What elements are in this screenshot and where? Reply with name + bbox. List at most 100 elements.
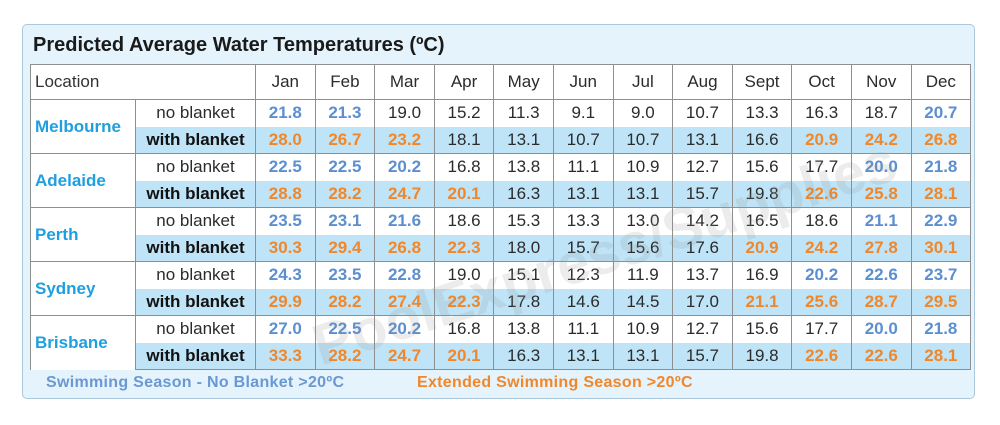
month-header: Apr [433,64,495,100]
temperature-cell: 18.7 [850,99,912,127]
temperature-cell: 15.7 [672,342,733,370]
temperature-cell: 23.7 [910,261,972,289]
temperature-cell: 26.7 [314,126,376,154]
temperature-cell: 28.1 [910,180,972,208]
page-title: Predicted Average Water Temperatures (ºC… [33,34,445,56]
month-header: May [493,64,554,100]
location-name: Adelaide [30,153,136,208]
with-blanket-row: with blanket 28.0 26.7 23.2 18.1 13.1 10.7 10.7… [31,126,972,154]
temperature-cell: 13.0 [612,207,674,235]
with-blanket-label: with blanket [135,126,256,154]
no-blanket-row: Perth no blanket 23.5 23.1 21.6 18.6 15.3 13.3 1… [30,207,972,262]
location-header: Location [30,64,256,100]
temperature-cell: 9.0 [612,99,674,127]
temperature-cell: 20.9 [731,234,793,262]
temperature-cell: 16.3 [493,180,554,208]
temperature-cell: 20.2 [374,315,435,343]
temperature-cell: 16.9 [731,261,793,289]
no-blanket-row: Sydney no blanket 24.3 23.5 22.8 19.0 15.1 12.3… [30,261,972,316]
temperature-cell: 22.3 [433,288,495,316]
temperature-cell: 17.8 [493,288,554,316]
temperature-cell: 27.8 [850,234,912,262]
temperature-cell: 18.6 [791,207,852,235]
temperature-cell: 11.1 [552,315,614,343]
temperature-cell: 28.2 [314,180,376,208]
temperature-cell: 15.6 [612,234,674,262]
temperature-cell: 28.1 [910,342,972,370]
temperature-cell: 12.7 [672,315,733,343]
no-blanket-label: no blanket [135,99,256,127]
temperature-cell: 25.8 [850,180,912,208]
temperature-cell: 14.6 [552,288,614,316]
temperature-cell: 24.7 [374,180,435,208]
temperature-cell: 21.8 [910,315,972,343]
temperature-cell: 28.2 [314,288,376,316]
month-header: Dec [910,64,972,100]
temperature-cell: 17.7 [791,315,852,343]
month-header: Jan [255,64,316,100]
temperature-cell: 22.8 [374,261,435,289]
month-header: Oct [791,64,852,100]
with-blanket-label: with blanket [135,342,256,370]
table-body: Melbourne no blanket 21.8 21.3 19.0 15.2 11.3 9… [30,99,972,370]
temperature-cell: 20.9 [791,126,852,154]
temperature-cell: 30.3 [255,234,316,262]
temperature-cell: 22.5 [255,153,316,181]
temperature-cell: 11.3 [493,99,554,127]
temperature-cell: 19.8 [731,342,793,370]
month-header: Mar [374,64,435,100]
temperature-cell: 13.1 [552,342,614,370]
temperature-cell: 20.1 [433,342,495,370]
temperature-cell: 13.1 [552,180,614,208]
temperature-cell: 28.8 [255,180,316,208]
temperature-cell: 11.1 [552,153,614,181]
temperature-cell: 15.1 [493,261,554,289]
no-blanket-row: Melbourne no blanket 21.8 21.3 19.0 15.2 11.3 9… [30,99,972,154]
temperature-cell: 10.7 [612,126,674,154]
temperature-cell: 13.7 [672,261,733,289]
temperature-cell: 15.2 [433,99,495,127]
temperature-cell: 20.2 [791,261,852,289]
temperature-cell: 19.0 [433,261,495,289]
temperature-cell: 30.1 [910,234,972,262]
temperature-cell: 21.8 [910,153,972,181]
with-blanket-label: with blanket [135,288,256,316]
temperature-cell: 24.3 [255,261,316,289]
month-header: Nov [850,64,912,100]
with-blanket-label: with blanket [135,180,256,208]
temperature-cell: 24.2 [850,126,912,154]
temperature-cell: 22.6 [791,180,852,208]
temperature-cell: 12.7 [672,153,733,181]
temperature-cell: 20.0 [850,153,912,181]
temperature-cell: 17.7 [791,153,852,181]
temperature-cell: 22.5 [314,315,376,343]
no-blanket-label: no blanket [135,261,256,289]
no-blanket-label: no blanket [135,315,256,343]
temperature-cell: 18.0 [493,234,554,262]
temperature-cell: 13.1 [612,180,674,208]
temperature-cell: 33.3 [255,342,316,370]
temperature-cell: 28.7 [850,288,912,316]
temperature-cell: 16.5 [731,207,793,235]
temperature-cell: 16.6 [731,126,793,154]
temperature-table: Location Jan Feb Mar Apr May Jun Jul Aug… [30,64,972,370]
temperature-cell: 13.3 [731,99,793,127]
temperature-cell: 12.3 [552,261,614,289]
legend-no-blanket: Swimming Season - No Blanket >20ºC [46,374,345,391]
temperature-cell: 20.0 [850,315,912,343]
temperature-cell: 20.2 [374,153,435,181]
month-header: Feb [314,64,376,100]
temperature-cell: 20.1 [433,180,495,208]
with-blanket-row: with blanket 30.3 29.4 26.8 22.3 18.0 15.7 15.6… [31,234,972,262]
location-name: Melbourne [30,99,136,154]
temperature-cell: 23.2 [374,126,435,154]
temperature-cell: 22.9 [910,207,972,235]
with-blanket-row: with blanket 29.9 28.2 27.4 22.3 17.8 14.6 14.5… [31,288,972,316]
temperature-cell: 14.5 [612,288,674,316]
month-header: Jul [612,64,674,100]
temperature-cell: 22.5 [314,153,376,181]
temperature-cell: 18.6 [433,207,495,235]
temperature-cell: 10.9 [612,315,674,343]
no-blanket-row: Adelaide no blanket 22.5 22.5 20.2 16.8 13.8 11… [30,153,972,208]
month-header: Aug [672,64,733,100]
